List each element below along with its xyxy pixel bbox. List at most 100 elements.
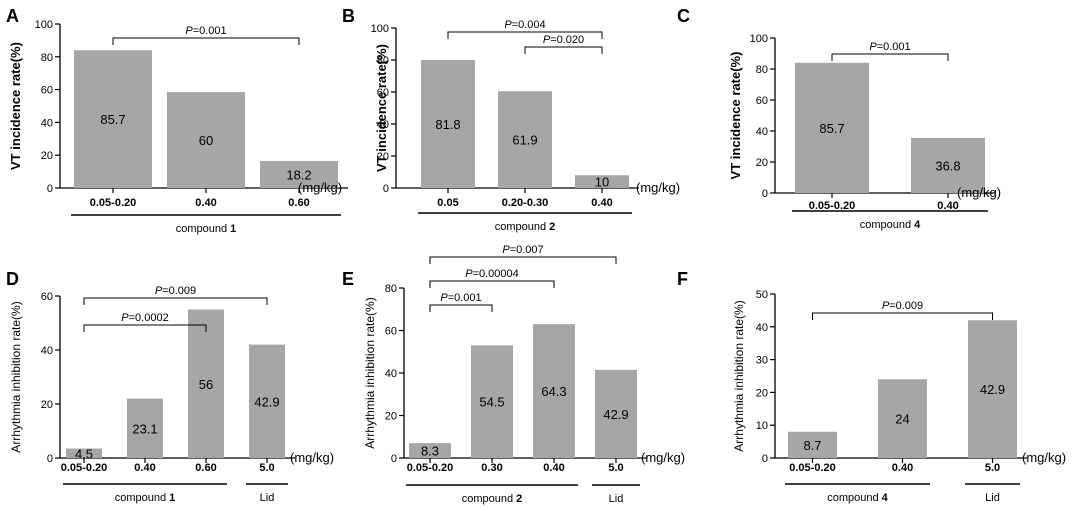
group-label: compound 4 [860,219,921,231]
significance-label: P=0.00004 [465,268,519,280]
y-tick-label: 60 [41,291,53,303]
significance-label: P=0.020 [543,34,584,46]
bar [575,175,629,188]
bar [188,309,224,458]
panel-label: C [677,6,690,26]
significance-bracket [831,53,949,61]
bar [595,369,637,458]
panel-label: B [342,6,355,26]
y-axis-label: VT incidence rate(%) [374,44,389,172]
panel-d: D 0 20 40 60 Arrhythmia inhibition rate(%) 0.0… [6,269,334,504]
unit-label: (mg/kg) [1022,450,1066,465]
panel-f: F 0 10 20 30 40 50 Arrhythmia inhibition rate(%… [677,269,1066,504]
unit-label: (mg/kg) [290,450,334,465]
y-tick-label: 0 [391,453,397,465]
bar [260,160,338,188]
category-label: 5.0 [608,462,623,474]
bar [533,324,575,458]
bar [249,344,285,458]
bar [968,320,1017,458]
category-label: 5.0 [985,462,1000,474]
significance-label: P=0.001 [185,25,226,37]
category-label: 0.60 [288,197,309,209]
y-tick-label: 80 [377,55,389,67]
bar [167,92,245,188]
group-label: Lid [260,492,275,504]
significance-label: P=0.0002 [121,312,168,324]
value-label: 64.3 [541,384,566,399]
panel-e: E 0 20 40 60 80 Arrhythmia inhibition rate(%) 0… [342,244,685,505]
significance-bracket [524,46,603,54]
y-tick-label: 50 [756,289,768,301]
significance-label: P=0.001 [869,41,910,53]
bar [409,443,451,458]
panel-a: A 0 20 40 60 80 100 VT incidence rate(%) 0.05-0.… [6,6,348,235]
group-label: compound 4 [827,492,888,504]
value-label: 81.8 [435,117,460,132]
y-tick-label: 40 [385,368,397,380]
value-label: 24 [895,412,909,427]
value-label: 36.8 [935,158,960,173]
y-tick-label: 40 [377,119,389,131]
value-label: 56 [199,377,213,392]
value-label: 42.9 [254,394,279,409]
bar [127,398,163,458]
category-label: 0.05-0.20 [809,200,855,212]
panel-label: A [6,6,19,26]
category-label: 0.05-0.20 [789,462,835,474]
category-label: 0.60 [195,462,216,474]
y-tick-label: 60 [385,326,397,338]
panel-label: F [677,269,688,289]
category-label: 0.40 [134,462,155,474]
unit-label: (mg/kg) [641,450,685,465]
category-label: 0.05-0.20 [61,462,107,474]
category-label: 0.40 [543,462,564,474]
group-label: compound 1 [176,223,237,235]
y-tick-label: 100 [371,23,389,35]
y-axis-label: Arrhythmia inhibition rate(%) [732,300,746,451]
value-label: 42.9 [603,407,628,422]
bar [74,50,152,188]
value-label: 54.5 [479,395,504,410]
group-label: compound 2 [462,493,523,505]
y-tick-label: 80 [756,64,768,76]
y-axis-label: VT incidence rate(%) [8,42,23,170]
y-tick-label: 40 [756,322,768,334]
y-tick-label: 10 [756,420,768,432]
y-tick-label: 80 [41,52,53,64]
significance-bracket [447,31,603,39]
value-label: 10 [595,175,609,190]
y-tick-label: 0 [47,453,53,465]
panel-c: C 0 20 40 60 80 100 VT incidence rate(%) 0.05-0.… [677,6,1001,231]
y-tick-label: 60 [41,85,53,97]
y-tick-label: 60 [377,87,389,99]
value-label: 4.5 [75,446,93,461]
category-label: 0.40 [195,197,216,209]
value-label: 61.9 [512,133,537,148]
category-label: 0.40 [892,462,913,474]
bar [911,137,985,193]
unit-label: (mg/kg) [636,180,680,195]
category-label: 0.30 [481,462,502,474]
y-axis-label: Arrhythmia inhibition rate(%) [363,297,377,448]
category-label: 0.05 [437,197,458,209]
bar [66,448,102,458]
value-label: 18.2 [286,167,311,182]
y-tick-label: 20 [41,399,53,411]
y-tick-label: 60 [756,95,768,107]
y-tick-label: 40 [756,126,768,138]
significance-label: P=0.004 [504,19,545,31]
y-tick-label: 30 [756,355,768,367]
significance-label: P=0.007 [502,244,543,256]
bar [788,431,837,458]
y-tick-label: 80 [385,283,397,295]
bar [795,62,869,193]
bar [498,91,552,188]
bar [421,60,475,188]
category-label: 0.05-0.20 [90,197,136,209]
y-tick-label: 40 [41,345,53,357]
y-axis-label: Arrhythmia inhibition rate(%) [9,301,23,452]
significance-label: P=0.009 [155,285,196,297]
y-tick-label: 0 [762,188,768,200]
